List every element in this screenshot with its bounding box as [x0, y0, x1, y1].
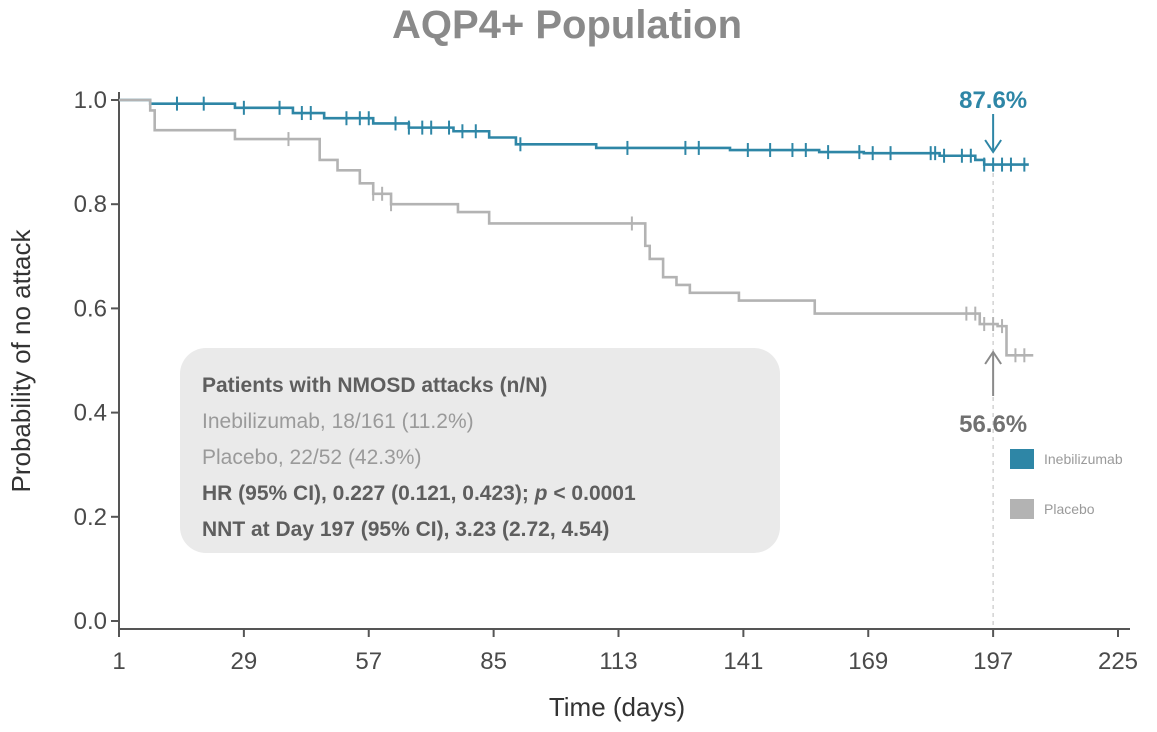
x-tick-label: 1 [112, 648, 125, 675]
placebo-day197-label: 56.6% [959, 411, 1027, 438]
x-tick-label: 29 [231, 648, 258, 675]
hr-suffix: < 0.0001 [547, 482, 636, 505]
summary-nnt: NNT at Day 197 (95% CI), 3.23 (2.72, 4.5… [202, 518, 610, 541]
y-tick-label: 1.0 [74, 87, 107, 114]
x-tick-label: 225 [1098, 648, 1138, 675]
y-tick-label: 0.8 [74, 191, 107, 218]
legend-swatch-inebilizumab [1010, 449, 1034, 469]
y-axis-title: Probability of no attack [6, 228, 36, 492]
legend-label-inebilizumab: Inebilizumab [1044, 451, 1123, 467]
chart-title: AQP4+ Population [392, 3, 742, 47]
y-tick-label: 0.0 [74, 608, 107, 635]
summary-heading: Patients with NMOSD attacks (n/N) [202, 374, 548, 397]
legend-label-placebo: Placebo [1044, 501, 1095, 517]
y-tick-label: 0.6 [74, 295, 107, 322]
summary-inebilizumab: Inebilizumab, 18/161 (11.2%) [202, 410, 474, 433]
x-tick-label: 141 [723, 648, 763, 675]
attack-summary-box: Patients with NMOSD attacks (n/N) Inebil… [180, 348, 780, 553]
curves [119, 96, 1034, 363]
x-tick-label: 57 [355, 648, 382, 675]
annotations: 87.6% 56.6% [959, 87, 1027, 438]
x-tick-label: 113 [599, 648, 637, 675]
summary-hazard-ratio: HR (95% CI), 0.227 (0.121, 0.423); p < 0… [202, 476, 758, 512]
y-tick-label: 0.4 [74, 400, 107, 427]
x-tick-label: 85 [480, 648, 507, 675]
inebilizumab-day197-label: 87.6% [959, 87, 1027, 114]
y-tick-label: 0.2 [74, 504, 107, 531]
x-tick-label: 169 [848, 648, 888, 675]
legend: Inebilizumab Placebo [1010, 449, 1123, 519]
hr-prefix: HR (95% CI), 0.227 (0.121, 0.423); [202, 482, 535, 505]
summary-placebo: Placebo, 22/52 (42.3%) [202, 446, 422, 469]
inebilizumab-curve [119, 98, 1029, 166]
x-tick-label: 197 [973, 648, 1013, 675]
inebilizumab-arrow-head [984, 139, 1002, 154]
placebo-arrow-head [984, 350, 1002, 365]
axes: 0.0 0.2 0.4 0.6 0.8 1.0 1 29 57 85 113 141 169 197 225 [74, 87, 1138, 675]
x-axis-title: Time (days) [549, 692, 685, 722]
hr-p-symbol: p [534, 482, 548, 505]
placebo-curve [119, 98, 1034, 357]
legend-swatch-placebo [1010, 499, 1034, 519]
